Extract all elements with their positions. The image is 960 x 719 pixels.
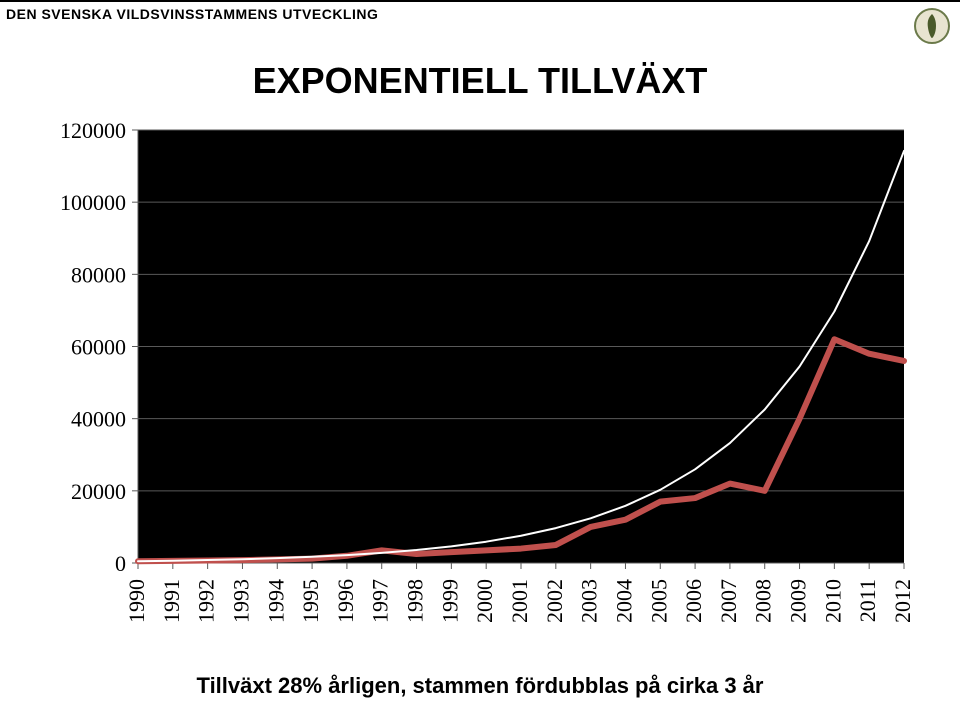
svg-text:1999: 1999 [437, 579, 462, 623]
svg-text:2003: 2003 [577, 579, 602, 623]
svg-text:2004: 2004 [611, 579, 636, 623]
svg-text:100000: 100000 [60, 190, 126, 215]
logo [914, 8, 950, 44]
svg-text:1993: 1993 [228, 579, 253, 623]
svg-text:1996: 1996 [333, 579, 358, 623]
svg-text:60000: 60000 [71, 335, 126, 360]
svg-text:1997: 1997 [368, 579, 393, 623]
svg-text:80000: 80000 [71, 262, 126, 287]
svg-text:1991: 1991 [159, 579, 184, 623]
svg-text:2002: 2002 [542, 579, 567, 623]
svg-text:40000: 40000 [71, 407, 126, 432]
svg-text:120000: 120000 [60, 120, 126, 143]
svg-text:2010: 2010 [820, 579, 845, 623]
header-title: DEN SVENSKA VILDSVINSSTAMMENS UTVECKLING [6, 6, 378, 22]
svg-text:2007: 2007 [716, 579, 741, 623]
svg-text:2009: 2009 [786, 579, 811, 623]
svg-text:1998: 1998 [403, 579, 428, 623]
svg-text:2000: 2000 [472, 579, 497, 623]
svg-text:1990: 1990 [124, 579, 149, 623]
svg-text:2012: 2012 [890, 579, 915, 623]
svg-text:0: 0 [115, 551, 126, 576]
chart: 0 20000 40000 60000 80000 100000 120000 1990 199… [42, 120, 918, 645]
svg-text:2001: 2001 [507, 579, 532, 623]
chart-title: EXPONENTIELL TILLVÄXT [0, 60, 960, 102]
chart-caption: Tillväxt 28% årligen, stammen fördubblas… [0, 673, 960, 699]
svg-text:2011: 2011 [855, 579, 880, 622]
svg-text:1995: 1995 [298, 579, 323, 623]
header-divider [0, 0, 960, 2]
svg-text:20000: 20000 [71, 479, 126, 504]
svg-text:2008: 2008 [751, 579, 776, 623]
svg-text:1992: 1992 [194, 579, 219, 623]
svg-text:2006: 2006 [681, 579, 706, 623]
svg-text:1994: 1994 [263, 579, 288, 623]
svg-text:2005: 2005 [646, 579, 671, 623]
